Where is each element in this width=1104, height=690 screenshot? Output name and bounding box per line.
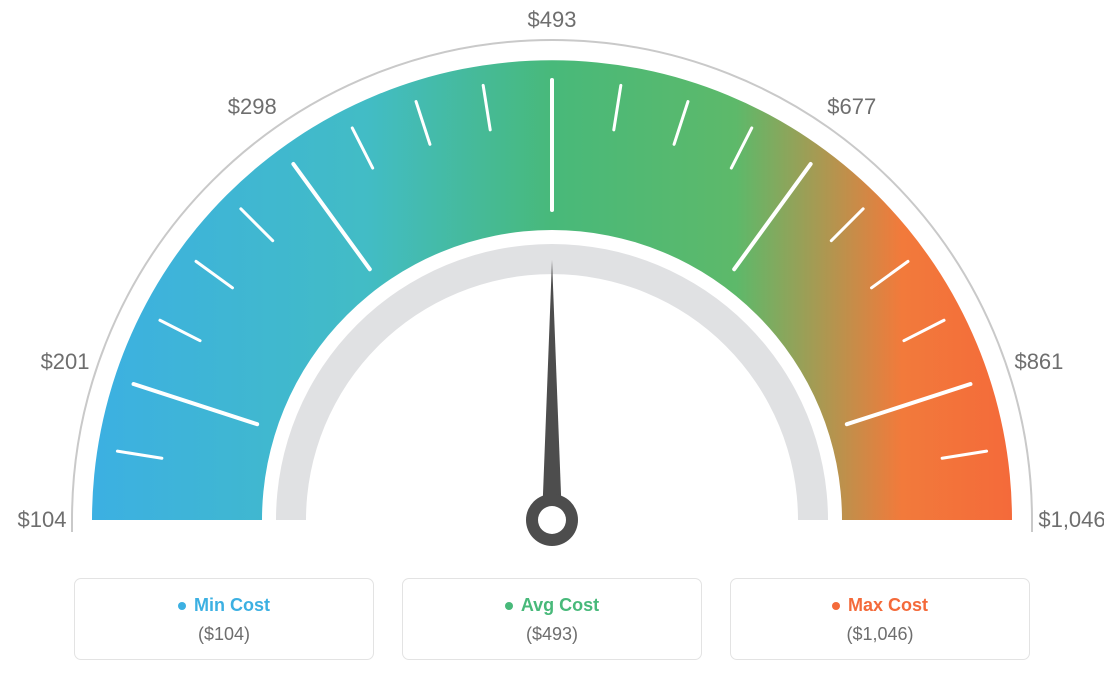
legend-value-min: ($104) xyxy=(75,624,373,645)
cost-gauge-chart: { "gauge": { "type": "gauge", "cx": 552,… xyxy=(0,0,1104,690)
legend-card-max: Max Cost ($1,046) xyxy=(730,578,1030,660)
gauge-tick-label: $104 xyxy=(18,507,67,533)
gauge-tick-label: $493 xyxy=(528,7,577,33)
gauge-tick-label: $677 xyxy=(827,94,876,120)
gauge-area: $104 $201 $298 $493 $677 $861 $1,046 xyxy=(0,0,1104,560)
legend-card-avg: Avg Cost ($493) xyxy=(402,578,702,660)
legend-value-avg: ($493) xyxy=(403,624,701,645)
gauge-svg xyxy=(0,0,1104,560)
gauge-tick-label: $201 xyxy=(41,349,90,375)
legend-label-avg: Avg Cost xyxy=(521,595,599,616)
legend-label-max: Max Cost xyxy=(848,595,928,616)
gauge-tick-label: $861 xyxy=(1014,349,1063,375)
legend-label-min: Min Cost xyxy=(194,595,270,616)
gauge-tick-label: $1,046 xyxy=(1038,507,1104,533)
legend-value-max: ($1,046) xyxy=(731,624,1029,645)
legend-dot-avg xyxy=(505,602,513,610)
gauge-tick-label: $298 xyxy=(228,94,277,120)
legend-dot-max xyxy=(832,602,840,610)
legend-dot-min xyxy=(178,602,186,610)
legend-row: Min Cost ($104) Avg Cost ($493) Max Cost… xyxy=(0,578,1104,660)
legend-card-min: Min Cost ($104) xyxy=(74,578,374,660)
